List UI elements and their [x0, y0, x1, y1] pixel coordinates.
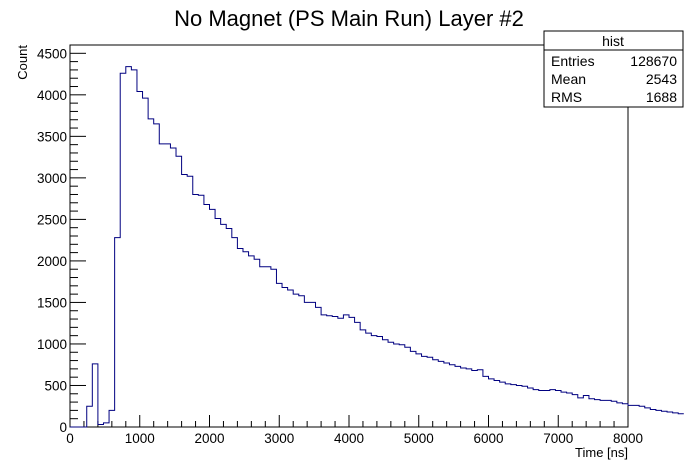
x-tick-label: 8000: [613, 431, 643, 446]
axis-tick-labels: 0 1000 2000 3000 4000 5000 6000 7000 8000 0 500 100…: [37, 46, 643, 446]
stats-mean-label: Mean: [551, 71, 586, 87]
y-tick-label: 1500: [37, 295, 67, 310]
x-tick-label: 6000: [473, 431, 503, 446]
stats-box: hist Entries 128670 Mean 2543 RMS 1688: [543, 30, 684, 108]
y-tick-label: 4500: [37, 46, 67, 61]
y-tick-label: 4000: [37, 88, 67, 103]
y-tick-label: 1000: [37, 337, 67, 352]
stats-box-frame: [543, 30, 684, 108]
stats-entries-value: 128670: [630, 53, 677, 69]
stats-box-title: hist: [602, 33, 624, 49]
y-tick-label: 3500: [37, 129, 67, 144]
y-tick-label: 2000: [37, 254, 67, 269]
chart-title: No Magnet (PS Main Run) Layer #2: [174, 6, 524, 31]
x-tick-label: 2000: [194, 431, 224, 446]
axis-ticks: [69, 44, 629, 428]
y-tick-label: 3000: [37, 171, 67, 186]
y-tick-label: 0: [59, 420, 67, 435]
y-axis-label: Count: [15, 45, 30, 80]
stats-entries-label: Entries: [551, 53, 595, 69]
y-tick-label: 2500: [37, 212, 67, 227]
stats-rms-value: 1688: [646, 89, 677, 105]
x-tick-label: 3000: [264, 431, 294, 446]
histogram-line: [70, 66, 684, 428]
x-tick-label: 7000: [543, 431, 573, 446]
stats-mean-value: 2543: [646, 71, 677, 87]
x-tick-label: 5000: [404, 431, 434, 446]
stats-rms-label: RMS: [551, 89, 582, 105]
x-tick-label: 4000: [334, 431, 364, 446]
x-axis-label: Time [ns]: [575, 445, 628, 460]
y-tick-label: 500: [44, 378, 67, 393]
x-tick-label: 1000: [125, 431, 155, 446]
x-tick-label: 0: [66, 431, 74, 446]
